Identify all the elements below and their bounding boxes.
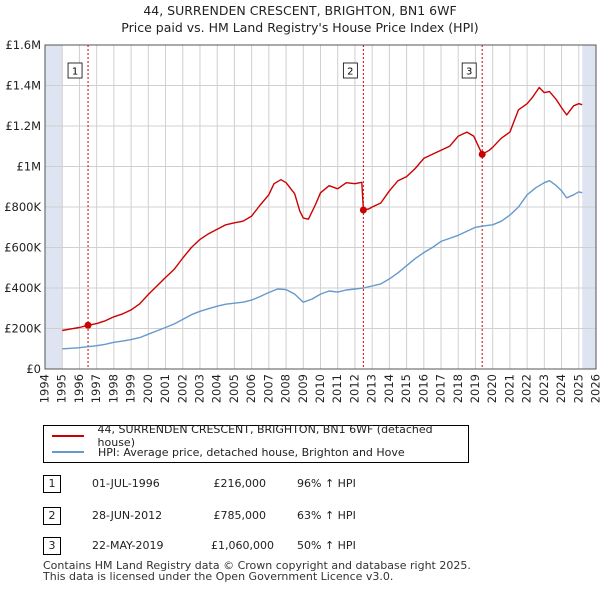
- transaction-date: 22-MAY-2019: [92, 539, 164, 552]
- x-tick-label: 2000: [141, 374, 155, 403]
- legend-swatch-hpi: [52, 451, 84, 453]
- sale-label: 3: [466, 67, 472, 78]
- x-tick-label: 1997: [89, 374, 103, 403]
- x-tick-label: 2010: [313, 374, 327, 403]
- legend-label-property: 44, SURRENDEN CRESCENT, BRIGHTON, BN1 6W…: [97, 423, 433, 449]
- transaction-price: £785,000: [213, 509, 267, 522]
- chart-title: 44, SURRENDEN CRESCENT, BRIGHTON, BN1 6W…: [0, 2, 600, 36]
- transaction-hpi: 63% ↑ HPI: [297, 509, 356, 522]
- y-tick-label: £400K: [4, 281, 41, 295]
- x-tick-label: 2026: [589, 374, 600, 403]
- x-tick-label: 2013: [365, 374, 379, 403]
- transaction-date: 28-JUN-2012: [92, 509, 163, 522]
- x-tick-label: 1994: [38, 374, 52, 403]
- legend-item-property: 44, SURRENDEN CRESCENT, BRIGHTON, BN1 6W…: [52, 423, 468, 449]
- y-tick-label: £0: [26, 362, 41, 376]
- x-tick-label: 2007: [261, 374, 275, 403]
- x-tick-label: 1999: [124, 374, 138, 403]
- transaction-number: 3: [43, 537, 61, 555]
- x-tick-label: 1996: [72, 374, 86, 403]
- x-tick-label: 2012: [347, 374, 361, 403]
- sale-label-box: [461, 62, 477, 79]
- legend-label-hpi: HPI: Average price, detached house, Brig…: [98, 445, 405, 459]
- transaction-price: £216,000: [213, 477, 267, 490]
- hpi-line: [62, 180, 583, 350]
- x-tick-label: 2003: [192, 374, 206, 403]
- x-tick-label: 2024: [554, 374, 568, 403]
- plot-border: [44, 44, 597, 370]
- x-tick-label: 1995: [55, 374, 69, 403]
- transaction-row: 3 22-MAY-2019 £1,060,000 50% ↑ HPI: [43, 537, 463, 555]
- footer-licence: This data is licensed under the Open Gov…: [43, 570, 394, 583]
- x-tick-label: 2025: [571, 374, 585, 403]
- transaction-row: 1 01-JUL-1996 £216,000 96% ↑ HPI: [43, 475, 463, 493]
- y-tick-label: £1.2M: [5, 119, 41, 133]
- x-tick-label: 2023: [537, 374, 551, 403]
- legend: 44, SURRENDEN CRESCENT, BRIGHTON, BN1 6W…: [43, 423, 469, 463]
- sale-label: 2: [347, 67, 353, 78]
- x-tick-label: 2001: [158, 374, 172, 403]
- x-tick-label: 1998: [106, 374, 120, 403]
- sale-label-box: [342, 62, 358, 79]
- x-tick-label: 2020: [485, 374, 499, 403]
- x-tick-label: 2021: [502, 374, 516, 403]
- x-tick-label: 2011: [330, 374, 344, 403]
- transaction-number: 2: [43, 507, 61, 525]
- transaction-hpi: 50% ↑ HPI: [297, 539, 356, 552]
- y-tick-label: £1.4M: [5, 79, 41, 93]
- x-tick-label: 2004: [210, 374, 224, 403]
- y-tick-label: £800K: [4, 200, 41, 214]
- transaction-price: £1,060,000: [211, 539, 274, 552]
- sale-label-box: [67, 62, 83, 79]
- title-line-2: Price paid vs. HM Land Registry's House …: [121, 20, 479, 35]
- legend-swatch-property: [52, 435, 84, 437]
- x-tick-label: 2008: [279, 374, 293, 403]
- x-tick-label: 2019: [468, 374, 482, 403]
- x-tick-label: 2015: [399, 374, 413, 403]
- y-tick-label: £200K: [4, 322, 41, 336]
- sale-point: [478, 150, 486, 158]
- x-tick-label: 2009: [296, 374, 310, 403]
- x-tick-label: 2016: [416, 374, 430, 403]
- transaction-row: 2 28-JUN-2012 £785,000 63% ↑ HPI: [43, 507, 463, 525]
- sale-point: [359, 206, 367, 214]
- price-chart: 1 2 3 £0 £200K £400K £600K £800K £1M £1.2M £1.4M £1…: [4, 38, 600, 403]
- y-tick-label: £1M: [16, 160, 41, 174]
- y-tick-label: £1.6M: [5, 38, 41, 52]
- property-price-line: [62, 86, 583, 332]
- x-tick-label: 2017: [434, 374, 448, 403]
- x-tick-label: 2005: [227, 374, 241, 403]
- sale-label: 1: [72, 67, 78, 78]
- y-tick-label: £600K: [4, 241, 41, 255]
- x-tick-label: 2006: [244, 374, 258, 403]
- sale-point: [84, 321, 92, 329]
- x-tick-label: 2014: [382, 374, 396, 403]
- x-tick-label: 2022: [520, 374, 534, 403]
- transaction-number: 1: [43, 475, 61, 493]
- transaction-hpi: 96% ↑ HPI: [297, 477, 356, 490]
- x-tick-label: 2018: [451, 374, 465, 403]
- x-tick-label: 2002: [175, 374, 189, 403]
- footer: Contains HM Land Registry data © Crown c…: [43, 560, 471, 582]
- footer-copyright: Contains HM Land Registry data © Crown c…: [43, 559, 471, 572]
- transaction-date: 01-JUL-1996: [92, 477, 160, 490]
- legend-item-hpi: HPI: Average price, detached house, Brig…: [52, 444, 405, 460]
- title-line-1: 44, SURRENDEN CRESCENT, BRIGHTON, BN1 6W…: [143, 3, 457, 18]
